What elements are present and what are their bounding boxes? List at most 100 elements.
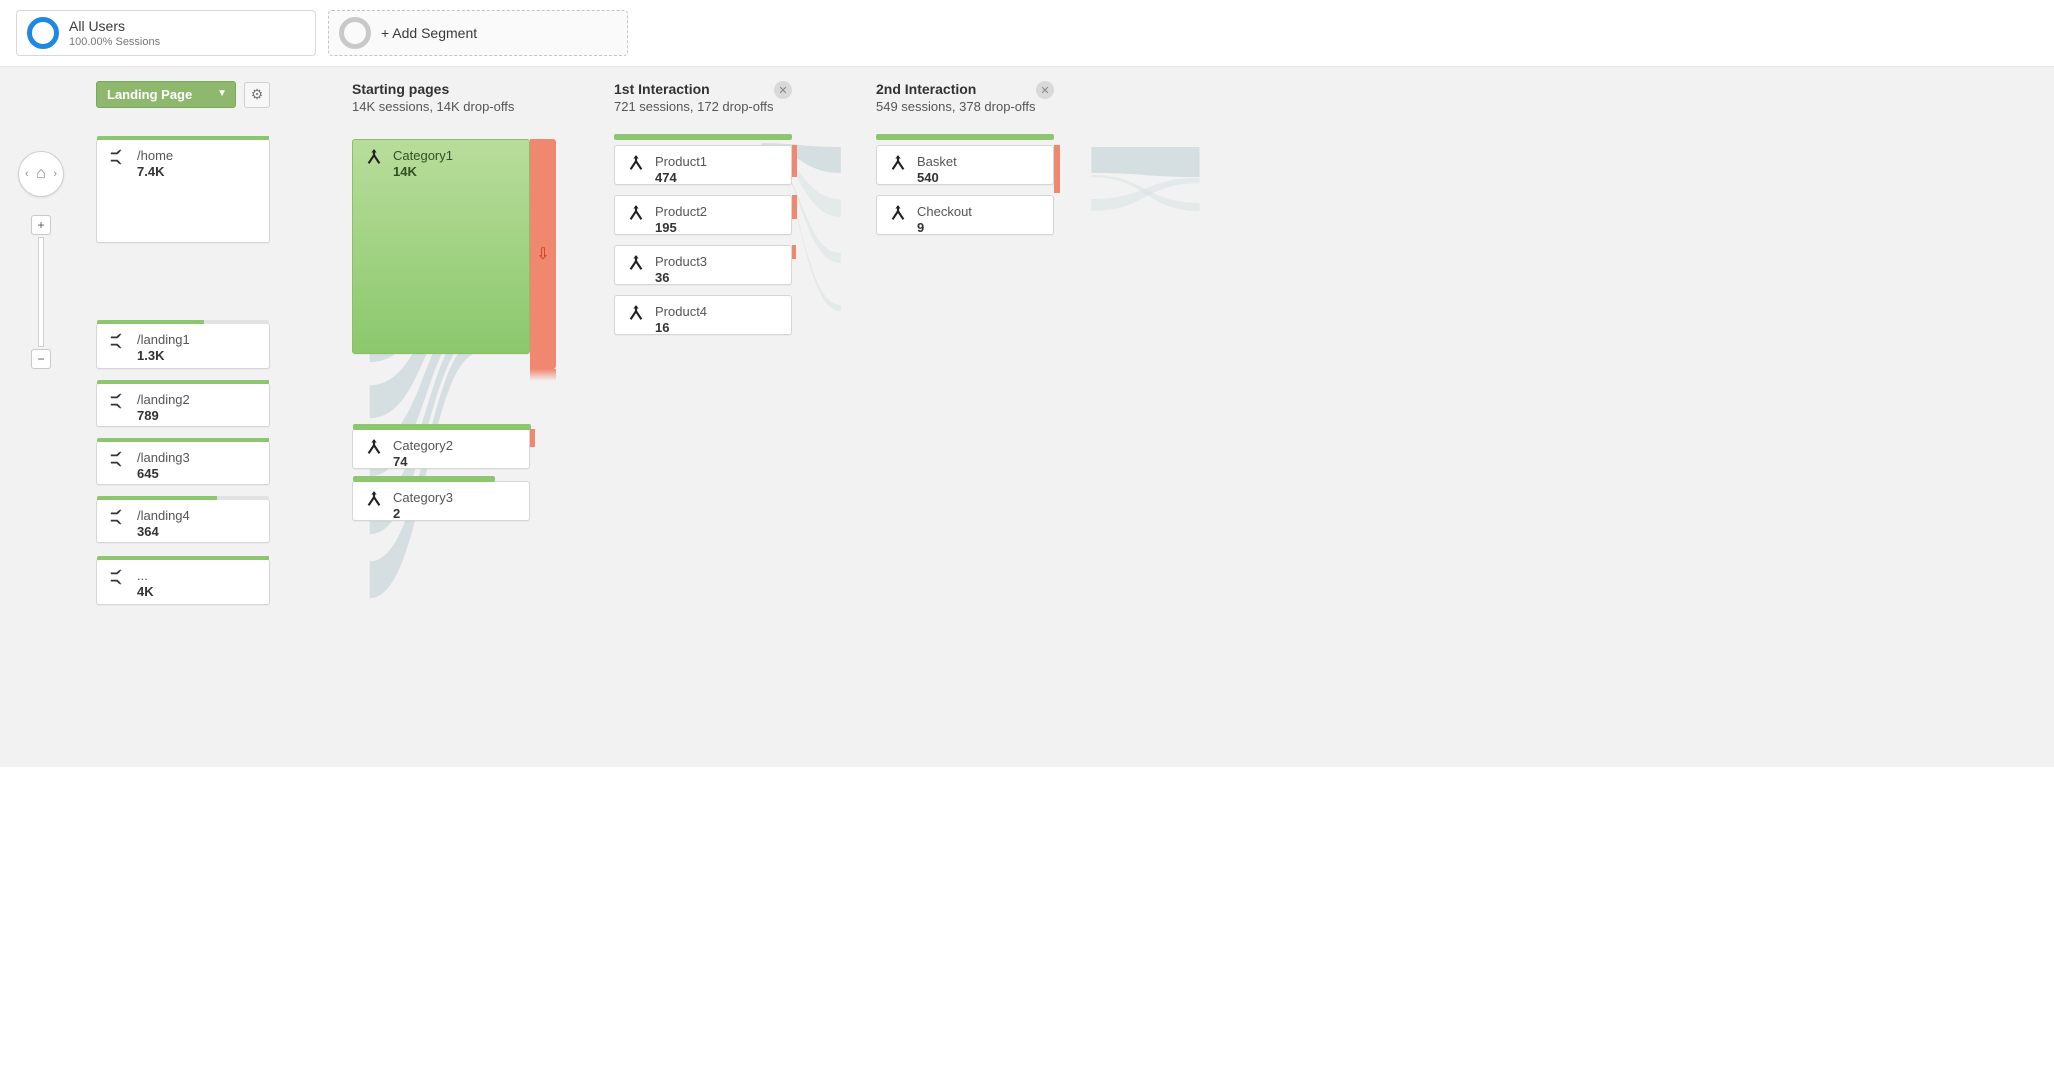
flow-node[interactable]: Product416 — [614, 295, 792, 335]
node-label: Product3 — [655, 254, 707, 269]
node-label: /landing3 — [137, 450, 190, 465]
segment-subtitle: 100.00% Sessions — [69, 36, 160, 48]
node-value: 645 — [137, 466, 190, 481]
nav-controls: ‹ ⌂ › + − — [18, 151, 64, 369]
close-icon[interactable]: ✕ — [1036, 81, 1054, 99]
segment-all-users[interactable]: All Users 100.00% Sessions — [16, 10, 316, 56]
split-arrows-icon — [107, 450, 129, 468]
node-label: Product4 — [655, 304, 707, 319]
close-icon[interactable]: ✕ — [774, 81, 792, 99]
node-label: Category1 — [393, 148, 453, 163]
node-value: 789 — [137, 408, 190, 423]
dropoff-bar[interactable] — [530, 429, 535, 447]
node-value: 4K — [137, 584, 154, 599]
chevron-left-icon: ‹ — [25, 168, 29, 180]
segment-ring-icon — [27, 17, 59, 49]
merge-arrow-icon — [625, 304, 647, 322]
zoom-slider[interactable] — [38, 237, 44, 347]
column-subtitle: 14K sessions, 14K drop-offs — [352, 99, 530, 114]
segment-title: All Users — [69, 18, 160, 34]
flow-node[interactable]: /home7.4K — [96, 139, 270, 243]
dimension-dropdown[interactable]: Landing Page — [96, 81, 236, 108]
column-c2: 1st Interaction 721 sessions, 172 drop-of… — [614, 81, 792, 114]
throughput-bar — [353, 476, 495, 482]
column-title: Starting pages — [352, 81, 530, 97]
merge-arrow-icon — [887, 154, 909, 172]
node-label: Checkout — [917, 204, 972, 219]
node-label: Category2 — [393, 438, 453, 453]
node-label: Product1 — [655, 154, 707, 169]
node-value: 364 — [137, 524, 190, 539]
column-title: 1st Interaction — [614, 81, 792, 97]
add-segment-label: + Add Segment — [381, 25, 477, 41]
node-value: 36 — [655, 270, 707, 285]
split-arrows-icon — [107, 392, 129, 410]
dropoff-arrow-icon: ⇩ — [536, 244, 549, 264]
merge-arrow-icon — [887, 204, 909, 222]
node-value: 540 — [917, 170, 957, 185]
split-arrows-icon — [107, 148, 129, 166]
node-label: /home — [137, 148, 173, 163]
column-c3: 2nd Interaction 549 sessions, 378 drop-of… — [876, 81, 1054, 114]
node-value: 74 — [393, 454, 453, 469]
flow-node[interactable]: Category274 — [352, 429, 530, 469]
node-value: 14K — [393, 164, 453, 179]
split-arrows-icon — [107, 508, 129, 526]
node-label: /landing2 — [137, 392, 190, 407]
segment-bar: All Users 100.00% Sessions + Add Segment — [0, 0, 2054, 67]
flow-node[interactable]: /landing3645 — [96, 441, 270, 485]
flow-node[interactable]: Checkout9 — [876, 195, 1054, 235]
dropoff-bar[interactable] — [792, 195, 797, 219]
flow-node[interactable]: Product2195 — [614, 195, 792, 235]
node-value: 2 — [393, 506, 453, 521]
merge-arrow-icon — [625, 204, 647, 222]
gear-icon[interactable]: ⚙ — [244, 82, 270, 108]
segment-ring-icon — [339, 17, 371, 49]
column-title: 2nd Interaction — [876, 81, 1054, 97]
node-value: 7.4K — [137, 164, 173, 179]
column-c1: Starting pages 14K sessions, 14K drop-off… — [352, 81, 530, 114]
node-value: 195 — [655, 220, 707, 235]
dropoff-bar[interactable] — [792, 145, 797, 177]
node-label: /landing4 — [137, 508, 190, 523]
dropoff-bar[interactable] — [792, 245, 796, 259]
nav-home-button[interactable]: ‹ ⌂ › — [18, 151, 64, 197]
throughput-bar — [614, 134, 792, 140]
flow-node[interactable]: Basket540 — [876, 145, 1054, 185]
node-label: Basket — [917, 154, 957, 169]
node-label: /landing1 — [137, 332, 190, 347]
throughput-bar — [876, 134, 1054, 140]
node-value: 16 — [655, 320, 707, 335]
flow-canvas: ‹ ⌂ › + − Landing Page ⚙ /home7.4K/landing… — [0, 67, 2054, 767]
split-arrows-icon — [107, 568, 129, 586]
flow-node[interactable]: Category32 — [352, 481, 530, 521]
node-value: 1.3K — [137, 348, 190, 363]
merge-arrow-icon — [363, 438, 385, 456]
node-value: 9 — [917, 220, 972, 235]
node-label: Product2 — [655, 204, 707, 219]
zoom-in-button[interactable]: + — [31, 215, 51, 235]
dropoff-bar[interactable] — [1054, 145, 1060, 193]
merge-arrow-icon — [625, 254, 647, 272]
merge-arrow-icon — [363, 148, 385, 166]
flow-node[interactable]: Product336 — [614, 245, 792, 285]
node-label: Category3 — [393, 490, 453, 505]
dropoff-bar[interactable]: ⇩ — [530, 139, 556, 369]
merge-arrow-icon — [363, 490, 385, 508]
flow-node[interactable]: /landing11.3K — [96, 323, 270, 369]
node-label: ... — [137, 568, 154, 583]
column-c0: Landing Page⚙/home7.4K/landing11.3K/land… — [96, 81, 270, 108]
split-arrows-icon — [107, 332, 129, 350]
add-segment-button[interactable]: + Add Segment — [328, 10, 628, 56]
house-icon: ⌂ — [36, 165, 46, 183]
flow-node[interactable]: /landing2789 — [96, 383, 270, 427]
flow-node[interactable]: ...4K — [96, 559, 270, 605]
column-subtitle: 721 sessions, 172 drop-offs — [614, 99, 792, 114]
node-value: 474 — [655, 170, 707, 185]
flow-node[interactable]: Product1474 — [614, 145, 792, 185]
column-subtitle: 549 sessions, 378 drop-offs — [876, 99, 1054, 114]
flow-node[interactable]: Category114K — [352, 139, 530, 354]
flow-node[interactable]: /landing4364 — [96, 499, 270, 543]
throughput-bar — [353, 424, 531, 430]
zoom-out-button[interactable]: − — [31, 349, 51, 369]
